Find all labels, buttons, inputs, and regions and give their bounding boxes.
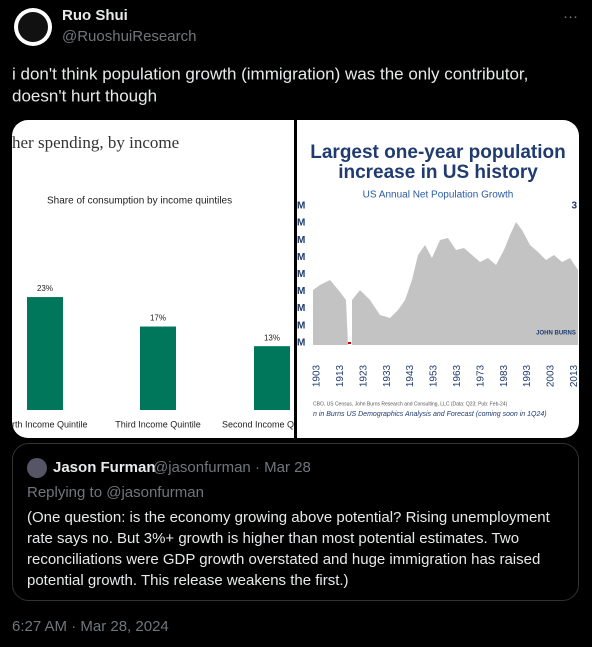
tweet-text: doesn't hurt though (12, 86, 157, 105)
x-tick-label: 1983 (499, 364, 510, 387)
y-label: M (297, 320, 305, 331)
quote-avatar (27, 458, 47, 478)
x-tick-label: 1923 (358, 364, 369, 387)
x-tick-label: 1973 (475, 364, 486, 387)
bar (254, 346, 290, 410)
right-subtitle: US Annual Net Population Growth (363, 190, 514, 201)
y-label: M (297, 337, 305, 348)
y-label: M (297, 201, 305, 212)
quote-text: reconciliations were GDP growth overstat… (27, 551, 540, 568)
left-subtitle: Share of consumption by income quintiles (47, 196, 232, 207)
category-label: Third Income Quintile (115, 419, 201, 429)
y-label: M (297, 303, 305, 314)
category-label: Second Income Q (222, 419, 294, 429)
source: CBO, US Census, John Burns Research and … (313, 401, 508, 407)
corner-label: 3 (571, 201, 577, 212)
x-tick-label: 1953 (429, 364, 440, 387)
media[interactable]: her spending, by income Share of consump… (12, 120, 580, 438)
author-handle[interactable]: @RuoshuiResearch (62, 28, 196, 45)
quote-card[interactable] (12, 443, 579, 601)
quote-author: Jason Furman (53, 459, 156, 476)
x-tick-label: 1993 (522, 364, 533, 387)
left-title: her spending, by income (12, 133, 179, 152)
population-area (313, 222, 578, 345)
bar-label: 17% (150, 314, 166, 323)
right-title: Largest one-year population (310, 142, 565, 163)
x-tick-label: 1933 (382, 364, 393, 387)
y-label: M (297, 235, 305, 246)
avatar-logo (18, 12, 48, 42)
y-label: M (297, 286, 305, 297)
bar (140, 326, 176, 410)
x-tick-label: 2013 (569, 364, 580, 387)
x-tick-label: 1963 (452, 364, 463, 387)
bar-label: 13% (264, 333, 280, 342)
right-title: increase in US history (338, 162, 538, 183)
divider (294, 120, 297, 438)
more-button[interactable]: ··· (563, 8, 578, 25)
quote-text: rate says no. But 3%+ growth is higher t… (27, 530, 519, 547)
quote-text: potential growth. This release weakens t… (27, 572, 349, 589)
x-tick-label: 1913 (335, 364, 346, 387)
y-label: M (297, 269, 305, 280)
y-label: M (297, 252, 305, 263)
category-label: rth Income Quintile (12, 419, 88, 429)
x-tick-label: 1943 (405, 364, 416, 387)
bar (27, 297, 63, 410)
quote-reply: Replying to @jasonfurman (27, 484, 204, 501)
x-tick-label: 2003 (546, 364, 557, 387)
logo: JOHN BURNS (536, 331, 576, 337)
timestamp[interactable]: 6:27 AM · Mar 28, 2024 (12, 618, 169, 635)
x-tick-label: 1903 (312, 364, 323, 387)
quote-text: (One question: is the economy growing ab… (27, 509, 551, 526)
bar-label: 23% (37, 284, 53, 293)
y-label: M (297, 218, 305, 229)
promo: n in Burns US Demographics Analysis and … (313, 411, 547, 418)
quote-meta: @jasonfurman · Mar 28 (153, 459, 311, 476)
tweet-text: i don't think population growth (immigra… (12, 64, 528, 83)
author-name[interactable]: Ruo Shui (62, 7, 128, 24)
